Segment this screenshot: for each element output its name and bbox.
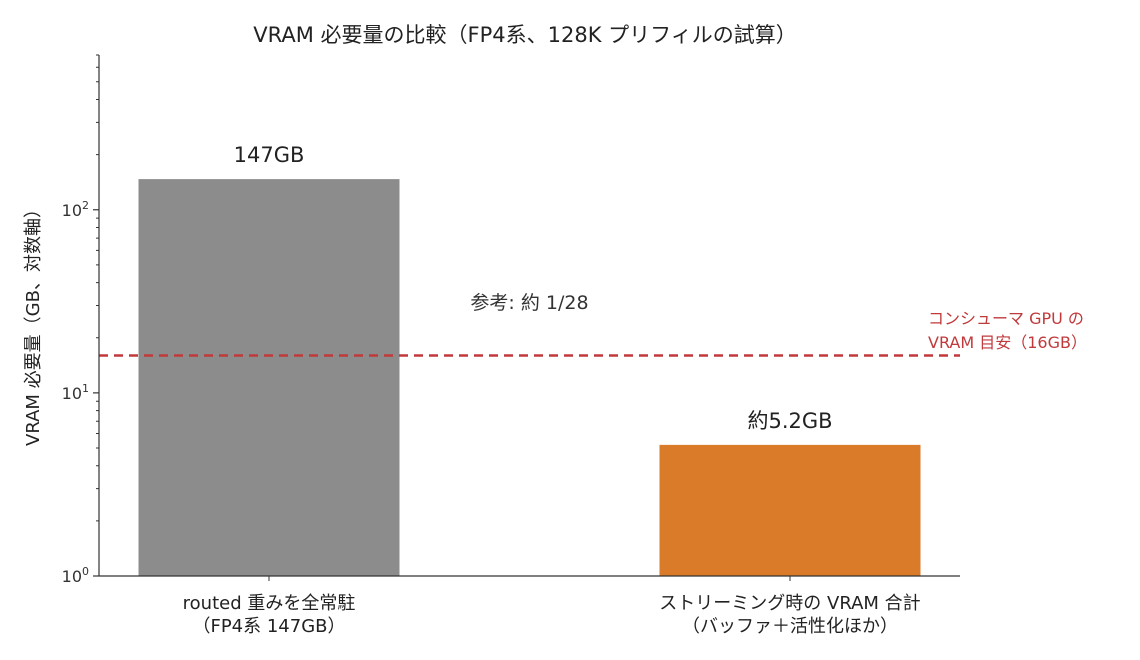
- y-tick-label-0: 100: [62, 565, 89, 586]
- reference-label-1: VRAM 目安（16GB）: [928, 333, 1087, 352]
- y-axis-label: VRAM 必要量（GB、対数軸）: [23, 200, 44, 446]
- bar-value-label-1: 約5.2GB: [747, 409, 832, 433]
- y-tick-label-1: 101: [62, 382, 89, 403]
- y-tick-label-2: 102: [62, 199, 89, 220]
- bar-value-label-0: 147GB: [234, 143, 305, 167]
- bar-1: [659, 444, 921, 576]
- bar-0: [138, 179, 400, 576]
- plot-area: 147GB routed 重みを全常駐（FP4系 147GB） 約5.2GB ストリー…: [62, 54, 1087, 637]
- reference-label-0: コンシューマ GPU の: [928, 309, 1084, 328]
- x-tick-label-1-0: ストリーミング時の VRAM 合計: [659, 593, 920, 614]
- x-tick-label-0-0: routed 重みを全常駐: [183, 593, 356, 614]
- x-tick-label-0-1: （FP4系 147GB）: [192, 616, 345, 637]
- x-tick-label-1-1: （バッファ＋活性化ほか）: [682, 616, 898, 637]
- ratio-annotation: 参考: 約 1/28: [470, 292, 588, 314]
- chart-title: VRAM 必要量の比較（FP4系、128K プリフィルの試算）: [253, 23, 796, 47]
